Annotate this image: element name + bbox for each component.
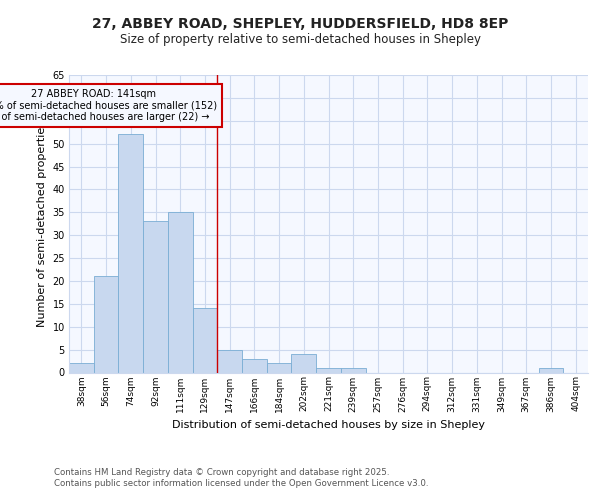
Bar xyxy=(143,222,168,372)
Bar xyxy=(69,364,94,372)
Bar xyxy=(316,368,341,372)
Bar xyxy=(292,354,316,372)
Bar xyxy=(217,350,242,372)
Bar xyxy=(168,212,193,372)
Y-axis label: Number of semi-detached properties: Number of semi-detached properties xyxy=(37,120,47,327)
Bar xyxy=(118,134,143,372)
Text: 27, ABBEY ROAD, SHEPLEY, HUDDERSFIELD, HD8 8EP: 27, ABBEY ROAD, SHEPLEY, HUDDERSFIELD, H… xyxy=(92,18,508,32)
Bar xyxy=(267,364,292,372)
Text: 27 ABBEY ROAD: 141sqm
← 87% of semi-detached houses are smaller (152)
13% of sem: 27 ABBEY ROAD: 141sqm ← 87% of semi-deta… xyxy=(0,88,217,122)
Text: Contains HM Land Registry data © Crown copyright and database right 2025.
Contai: Contains HM Land Registry data © Crown c… xyxy=(54,468,428,487)
X-axis label: Distribution of semi-detached houses by size in Shepley: Distribution of semi-detached houses by … xyxy=(172,420,485,430)
Text: Size of property relative to semi-detached houses in Shepley: Size of property relative to semi-detach… xyxy=(119,32,481,46)
Bar xyxy=(539,368,563,372)
Bar xyxy=(242,359,267,372)
Bar xyxy=(193,308,217,372)
Bar xyxy=(94,276,118,372)
Bar xyxy=(341,368,365,372)
